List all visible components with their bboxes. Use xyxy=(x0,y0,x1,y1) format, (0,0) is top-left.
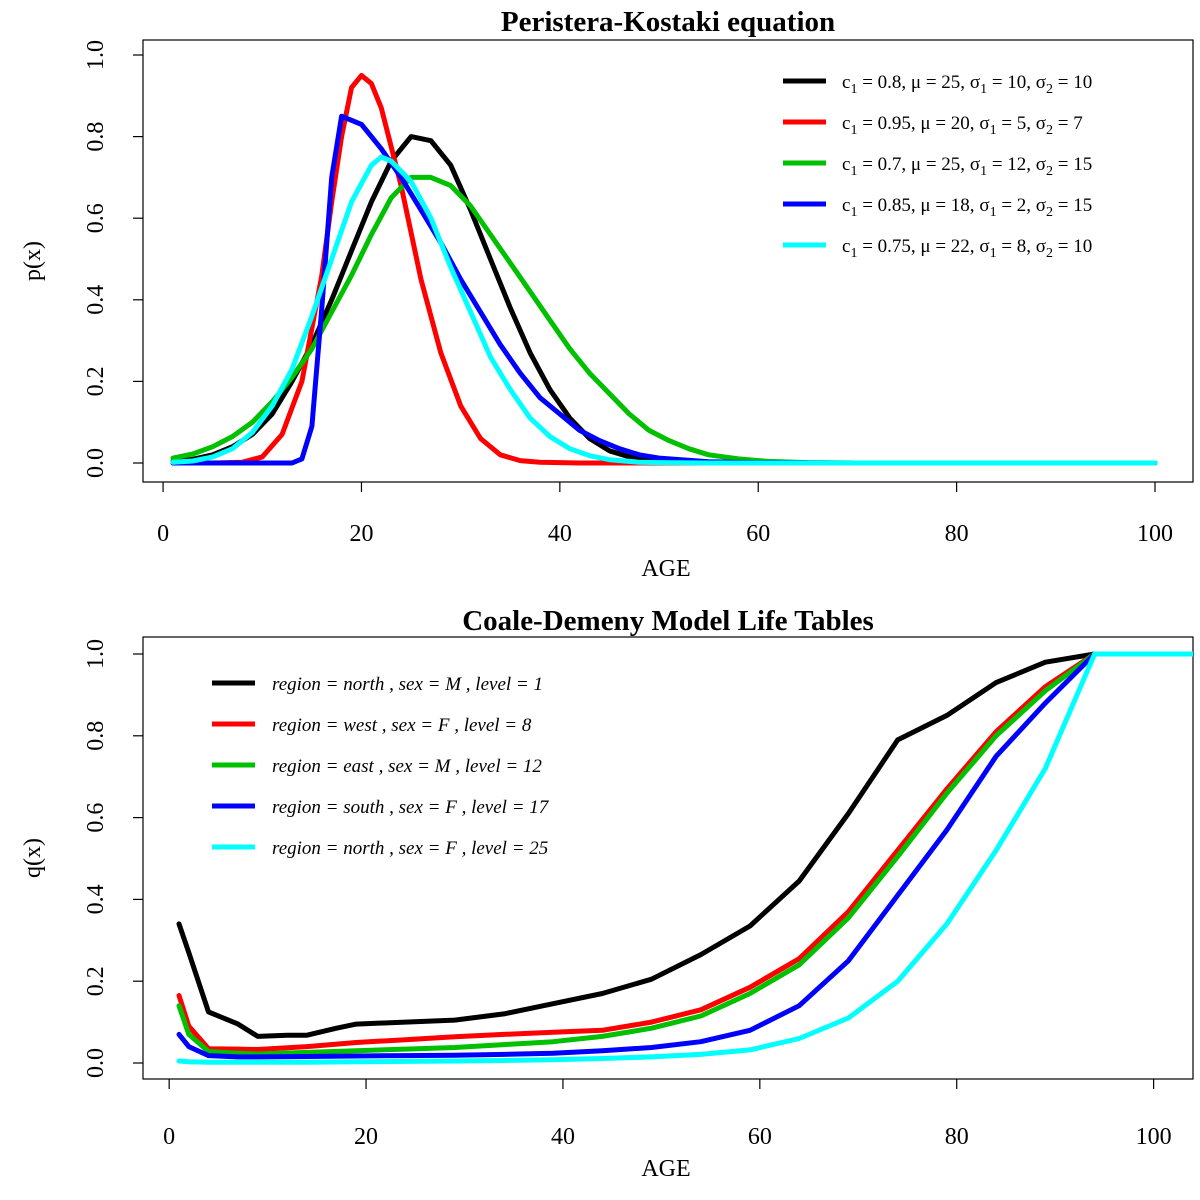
y-tick-label: 0.2 xyxy=(83,966,109,996)
series-line-1 xyxy=(176,651,1193,1039)
x-tick-label: 20 xyxy=(349,521,373,547)
x-tick-label: 40 xyxy=(548,521,572,547)
x-tick-label: 60 xyxy=(748,1124,772,1150)
y-tick-label: 0.0 xyxy=(83,1048,109,1078)
y-tick-label: 0.8 xyxy=(83,721,109,751)
legend-label: c1​ = 0.85, μ = 18, σ1​ = 2, σ2​ = 15 xyxy=(842,195,1092,220)
x-axis-label: AGE xyxy=(641,1156,690,1182)
y-tick-label: 1.0 xyxy=(83,639,109,669)
legend-label: c1​ = 0.8, μ = 25, σ1​ = 10, σ2​ = 10 xyxy=(842,72,1092,97)
x-axis-label: AGE xyxy=(641,556,690,582)
legend-label: c1​ = 0.95, μ = 20, σ1​ = 5, σ2​ = 7 xyxy=(842,113,1083,138)
legend-label: region = south , sex = F , level = 17 xyxy=(272,797,550,818)
legend-label: region = east , sex = M , level = 12 xyxy=(272,756,542,777)
y-tick-label: 0.6 xyxy=(83,203,109,233)
y-tick-label: 0.0 xyxy=(83,448,109,478)
chart-coale-demeny: Coale-Demeny Model Life Tables 0 20 40 60 80 1… xyxy=(20,605,1194,1182)
x-tick-label: 40 xyxy=(551,1124,575,1150)
x-tick-label: 80 xyxy=(945,521,969,547)
series-line-5 xyxy=(170,154,1158,466)
series-line-4 xyxy=(176,651,1193,1060)
x-tick-label: 100 xyxy=(1136,1124,1172,1150)
chart-title: Coale-Demeny Model Life Tables xyxy=(462,605,874,637)
series-group xyxy=(170,72,1158,466)
y-tick-label: 0.4 xyxy=(83,884,109,914)
series-line-2 xyxy=(176,651,1193,1052)
y-tick-label: 0.6 xyxy=(83,803,109,833)
y-tick-label: 0.8 xyxy=(83,122,109,152)
y-axis-label: p(x) xyxy=(20,241,46,281)
x-tick-label: 0 xyxy=(163,1124,175,1150)
y-axis-label: q(x) xyxy=(20,838,46,878)
series-line-3 xyxy=(176,651,1193,1057)
series-group xyxy=(176,651,1193,1065)
x-tick-label: 20 xyxy=(354,1124,378,1150)
legend-label: region = north , sex = F , level = 25 xyxy=(272,838,548,859)
y-tick-label: 0.2 xyxy=(83,366,109,396)
legend-label: region = north , sex = M , level = 1 xyxy=(272,674,543,695)
y-tick-label: 0.4 xyxy=(83,285,109,315)
x-tick-label: 100 xyxy=(1137,521,1173,547)
legend-label: c1​ = 0.7, μ = 25, σ1​ = 12, σ2​ = 15 xyxy=(842,154,1092,179)
chart-peristera-kostaki: Peristera-Kostaki equation 0 20 40 60 80 100 0.… xyxy=(20,6,1194,582)
plot-frame xyxy=(142,636,1194,1080)
series-line-5 xyxy=(176,651,1193,1065)
x-tick-label: 0 xyxy=(157,521,169,547)
legend-label: c1​ = 0.75, μ = 22, σ1​ = 8, σ2​ = 10 xyxy=(842,236,1092,261)
x-tick-label: 80 xyxy=(945,1124,969,1150)
chart-title: Peristera-Kostaki equation xyxy=(501,6,835,38)
x-tick-label: 60 xyxy=(746,521,770,547)
legend-label: region = west , sex = F , level = 8 xyxy=(272,715,532,736)
y-tick-label: 1.0 xyxy=(83,40,109,70)
plot-frame xyxy=(142,39,1194,483)
